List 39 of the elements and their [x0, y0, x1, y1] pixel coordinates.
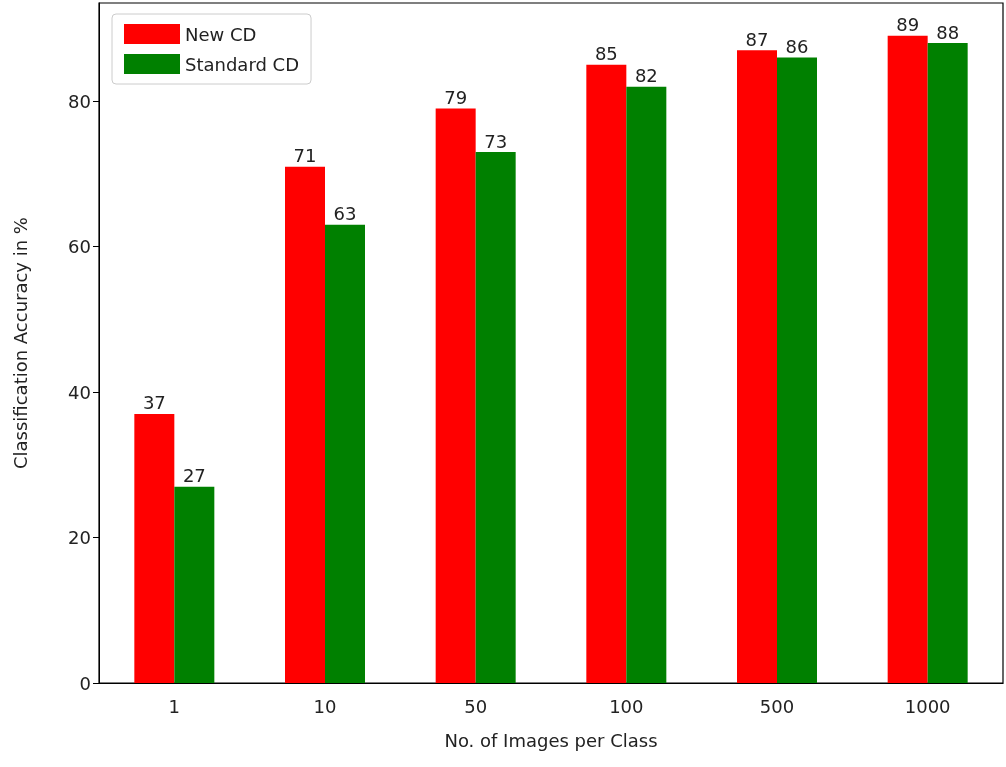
y-axis-title: Classification Accuracy in % [9, 217, 31, 469]
data-label: 27 [182, 465, 206, 487]
data-label: 71 [293, 145, 317, 167]
y-tick-label: 80 [68, 90, 91, 112]
bar [737, 50, 777, 683]
x-tick-label: 50 [464, 695, 488, 717]
data-label: 87 [745, 28, 769, 50]
y-tick-label: 20 [68, 527, 91, 549]
bar [586, 64, 627, 683]
bar [325, 224, 365, 683]
bar [626, 86, 667, 683]
data-label: 37 [142, 392, 166, 414]
bar [887, 35, 928, 683]
legend-label: New CD [185, 23, 257, 45]
x-tick-label: 100 [609, 695, 644, 717]
bar [134, 413, 175, 683]
data-label: 73 [484, 130, 508, 152]
legend-label: Standard CD [185, 53, 300, 75]
bar [435, 108, 476, 683]
x-tick-label: 500 [759, 695, 795, 717]
x-tick-label: 1000 [904, 695, 951, 717]
data-label: 79 [444, 86, 468, 108]
bar [927, 43, 968, 683]
bar [777, 57, 817, 683]
data-label: 86 [785, 36, 809, 58]
data-label: 85 [594, 43, 618, 65]
bar [174, 486, 215, 683]
data-label: 88 [936, 21, 960, 43]
bar [285, 166, 325, 683]
x-axis-title: No. of Images per Class [444, 729, 658, 751]
data-label: 89 [896, 14, 920, 36]
x-tick-label: 1 [168, 695, 181, 717]
y-tick-label: 60 [68, 236, 91, 258]
x-tick-label: 10 [313, 695, 337, 717]
data-label: 63 [333, 203, 357, 225]
y-tick-label: 0 [79, 672, 91, 694]
data-label: 82 [634, 65, 658, 87]
bar [475, 152, 516, 683]
y-tick-label: 40 [68, 381, 91, 403]
